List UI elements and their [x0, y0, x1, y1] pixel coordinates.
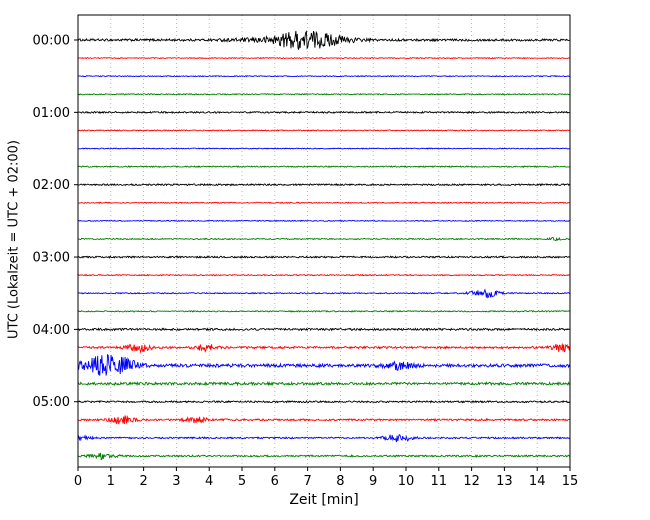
x-tick-label: 0: [74, 474, 82, 489]
trace-row-0230: [78, 219, 570, 222]
y-tick-label: 02:00: [33, 178, 70, 193]
trace-row-0145: [78, 165, 570, 168]
y-tick-label: 01:00: [33, 106, 70, 121]
x-tick-label: 13: [496, 474, 513, 489]
grid-lines: [77, 15, 571, 467]
trace-row-0330: [78, 288, 570, 299]
trace-row-0400: [78, 327, 570, 332]
x-axis-label: Zeit [min]: [289, 492, 359, 508]
x-axis: 0 1 2 3 4 5 6 7 8 9 10 11 12 13 14 15: [74, 467, 578, 489]
trace-row-0015: [78, 57, 570, 60]
x-tick-label: 1: [107, 474, 115, 489]
trace-row-0345: [78, 309, 570, 313]
plot-border: [77, 14, 571, 468]
x-tick-label: 2: [139, 474, 147, 489]
trace-row-0000: [78, 30, 570, 50]
trace-row-0300: [78, 255, 570, 259]
x-tick-label: 5: [238, 474, 246, 489]
trace-row-0415: [78, 343, 570, 354]
trace-row-0500: [78, 399, 570, 404]
x-tick-label: 4: [205, 474, 213, 489]
x-tick-label: 15: [562, 474, 579, 489]
x-tick-label: 7: [303, 474, 311, 489]
trace-row-0515: [78, 415, 570, 425]
trace-row-0115: [78, 129, 570, 132]
trace-row-0100: [78, 110, 570, 115]
trace-row-0245: [78, 236, 570, 242]
traces: [78, 30, 570, 461]
x-tick-label: 14: [529, 474, 546, 489]
y-axis: 00:00 01:00 02:00 03:00 04:00 05:00: [33, 34, 78, 410]
trace-row-0045: [78, 92, 570, 96]
trace-row-0030: [78, 75, 570, 78]
trace-row-0200: [78, 182, 570, 187]
trace-row-0315: [78, 273, 570, 277]
y-tick-label: 00:00: [33, 34, 70, 49]
x-tick-label: 6: [271, 474, 279, 489]
trace-row-0530: [78, 434, 570, 443]
x-tick-label: 8: [336, 474, 344, 489]
y-axis-label: UTC (Lokalzeit = UTC + 02:00): [6, 140, 22, 339]
x-tick-label: 12: [463, 474, 480, 489]
x-tick-label: 10: [398, 474, 415, 489]
trace-row-0430: [78, 353, 570, 376]
trace-row-0130: [78, 147, 570, 150]
y-tick-label: 05:00: [33, 395, 70, 410]
y-tick-label: 03:00: [33, 251, 70, 266]
trace-row-0545: [78, 452, 570, 461]
x-tick-label: 11: [431, 474, 448, 489]
x-tick-label: 3: [172, 474, 180, 489]
x-tick-label: 9: [369, 474, 377, 489]
trace-row-0215: [78, 201, 570, 205]
y-tick-label: 04:00: [33, 323, 70, 338]
trace-row-0445: [78, 380, 570, 387]
